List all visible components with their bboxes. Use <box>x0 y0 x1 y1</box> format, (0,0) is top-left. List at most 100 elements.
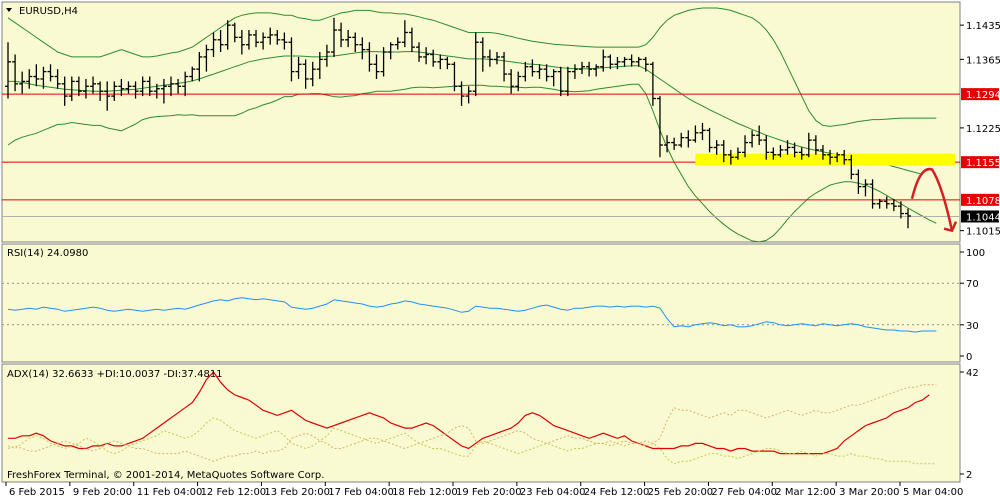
price-axis: 1.1435 1.1365 1.1294 1.1225 1.1155 1.1078 1.10… <box>960 21 1000 481</box>
price-level-badge <box>961 88 999 101</box>
ohlc-bar <box>338 22 345 48</box>
ohlc-bar <box>167 76 174 97</box>
minus-di-line <box>7 384 937 462</box>
ohlc-bar <box>550 69 557 87</box>
ohlc-bar <box>458 81 465 106</box>
ohlc-bar <box>522 61 529 82</box>
copyright-text: FreshForex Terminal, © 2001-2014, MetaQu… <box>7 470 324 481</box>
ohlc-bar <box>75 76 82 97</box>
ohlc-bar <box>727 149 734 165</box>
adx-pane[interactable]: ADX(14) 32.6633 +DI:10.0037 -DI:37.4811 … <box>1 363 961 483</box>
ohlc-bar <box>323 44 330 67</box>
ohlc-bar <box>253 30 260 48</box>
price-tick-label: 1.1015 <box>966 227 1000 238</box>
adx-title: ADX(14) 32.6633 +DI:10.0037 -DI:37.4811 <box>7 369 223 380</box>
ohlc-bar <box>529 59 536 77</box>
rsi-tick-label: 100 <box>966 248 985 259</box>
ohlc-bar <box>869 179 876 209</box>
ohlc-bar <box>12 54 19 92</box>
ohlc-bar <box>486 49 493 67</box>
time-tick-label: 25 Feb 20:00 <box>648 487 714 498</box>
ohlc-bar <box>472 32 479 97</box>
ohlc-bar <box>394 37 401 50</box>
ohlc-bar <box>153 83 160 99</box>
ohlc-bar <box>54 69 61 89</box>
ohlc-bar <box>479 37 486 72</box>
ohlc-bar <box>90 76 97 94</box>
adx-tick-label: 2 <box>966 470 972 481</box>
ohlc-bar <box>734 147 741 160</box>
ohlc-bar <box>175 78 182 94</box>
ohlc-bar <box>345 30 352 48</box>
ohlc-bar <box>685 130 692 148</box>
ohlc-bar <box>437 54 444 70</box>
ohlc-bar <box>607 54 614 70</box>
ohlc-bar <box>564 66 571 97</box>
ohlc-bar <box>203 44 210 72</box>
ohlc-bar <box>742 135 749 158</box>
ohlc-bar <box>118 78 125 97</box>
ohlc-bar <box>890 198 897 212</box>
adx-tick-label: 42 <box>966 368 979 379</box>
ohlc-bar <box>905 208 911 229</box>
ohlc-bar <box>763 135 770 160</box>
ohlc-bar <box>713 140 720 155</box>
ohlc-bar <box>238 30 245 55</box>
rsi-pane[interactable]: RSI(14) 24.0980 <box>1 243 961 363</box>
ohlc-bar <box>387 42 394 60</box>
ohlc-bar <box>423 47 430 65</box>
current-price-label: 1.1044 <box>966 212 1000 223</box>
ohlc-bar <box>805 132 812 158</box>
ohlc-bar <box>664 135 671 153</box>
ohlc-bar <box>642 56 649 72</box>
ohlc-bar <box>309 61 316 87</box>
ohlc-bar <box>160 78 167 104</box>
ohlc-bar <box>97 81 104 101</box>
projection-arrow <box>910 167 954 231</box>
ohlc-bar <box>720 140 727 163</box>
plus-di-line <box>7 417 937 465</box>
ohlc-bar <box>401 20 408 48</box>
ohlc-bar <box>196 52 203 82</box>
ohlc-bar <box>19 71 26 94</box>
rsi-tick-label: 30 <box>966 321 979 332</box>
rsi-line <box>7 297 937 333</box>
ohlc-bar <box>366 42 373 72</box>
price-level-label: 1.1155 <box>966 158 1000 169</box>
ohlc-bar <box>855 169 862 194</box>
dropdown-triangle-icon[interactable] <box>6 8 12 12</box>
ohlc-bar <box>68 76 75 101</box>
support-highlight-zone <box>695 153 955 166</box>
ohlc-bar <box>316 52 323 79</box>
current-price-badge <box>961 210 999 223</box>
ohlc-bar <box>267 27 274 45</box>
ohlc-bar <box>692 125 699 143</box>
bollinger-upper-line <box>7 7 937 127</box>
ohlc-bar <box>848 154 855 180</box>
ohlc-bar <box>827 149 834 165</box>
time-tick-label: 5 Mar 04:00 <box>903 487 963 498</box>
price-pane[interactable]: EURUSD,H4 <box>1 1 961 243</box>
ohlc-bar <box>600 49 607 72</box>
ohlc-bar <box>210 32 217 57</box>
time-tick-label: 12 Feb 12:00 <box>201 487 267 498</box>
ohlc-bar <box>791 142 798 158</box>
time-tick-label: 6 Feb 2015 <box>9 487 65 498</box>
ohlc-bar <box>635 56 642 67</box>
ohlc-bar <box>125 81 132 94</box>
ohlc-bar <box>416 42 423 62</box>
ohlc-bar <box>5 42 11 99</box>
time-tick-label: 27 Feb 04:00 <box>711 487 777 498</box>
adx-pane-background <box>1 363 961 483</box>
time-tick-label: 23 Feb 04:00 <box>520 487 586 498</box>
projection-arrow-head <box>943 221 958 233</box>
ohlc-bar <box>373 54 380 79</box>
price-tick-label: 1.1225 <box>966 124 1000 135</box>
price-tick-label: 1.1365 <box>966 55 1000 66</box>
ohlc-bar <box>111 81 118 101</box>
ohlc-bar <box>274 30 281 45</box>
ohlc-bar <box>61 76 68 106</box>
ohlc-bar <box>146 76 153 97</box>
ohlc-bar <box>359 37 366 60</box>
ohlc-bar <box>536 64 543 79</box>
